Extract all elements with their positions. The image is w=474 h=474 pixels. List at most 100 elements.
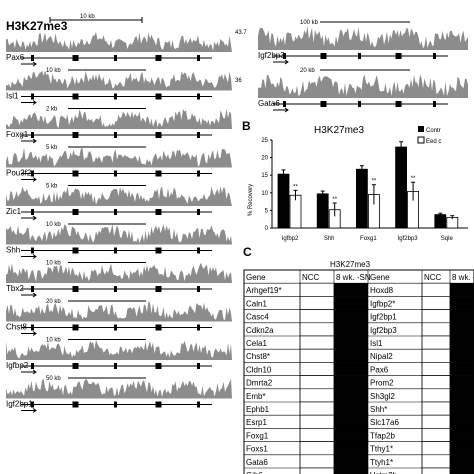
table-gene-right: Shh* [370, 405, 387, 414]
legend-swatch-eed [417, 136, 425, 144]
exon-pou3f2 [155, 170, 162, 177]
panel-b-letter: B [242, 119, 251, 133]
exon-pax6 [31, 55, 34, 61]
signal-foxg1 [6, 109, 232, 129]
sn-cell-right [450, 428, 474, 442]
x-tick-label: Shh [324, 236, 335, 242]
sn-cell-right [450, 415, 474, 429]
ncc-cell-right [421, 454, 451, 469]
strand-arrow-foxg1 [21, 138, 37, 144]
exon-pou3f2 [114, 170, 117, 177]
exon-pou3f2 [72, 170, 79, 177]
exon-foxg1 [155, 132, 162, 138]
exon-igfbp2 [31, 363, 34, 369]
signal-shh [6, 224, 232, 245]
ncc-cell-left [299, 282, 335, 297]
gene-label-chst8: Chst8 [6, 323, 27, 332]
signal-pou3f2 [6, 147, 232, 168]
gene-label-isl1: Isl1 [6, 92, 19, 101]
sn-cell-left [334, 362, 368, 376]
exon-igf2bp3 [283, 53, 286, 59]
exon-igf2bp1 [155, 401, 162, 408]
sn-cell-left [334, 283, 368, 297]
ncc-cell-left [299, 335, 335, 350]
sn-cell-right [450, 441, 474, 455]
signal-zic1 [6, 186, 232, 206]
scale-label-tbx2: 20 kb [46, 299, 61, 305]
table-gene-left: Cela1 [246, 339, 267, 348]
strand-arrow-isl1 [21, 100, 37, 105]
exon-shh [31, 247, 34, 254]
strand-arrow-igfbp2 [21, 369, 37, 375]
signal-igf2bp1 [6, 378, 232, 399]
sn-cell-left [334, 322, 368, 336]
exon-igf2bp3 [395, 53, 402, 59]
ncc-cell-left [299, 428, 335, 442]
ncc-cell-right [421, 401, 451, 416]
exon-tbx2 [114, 286, 117, 292]
sn-cell-right [450, 375, 474, 389]
exon-igf2bp1 [72, 401, 79, 408]
table-gene-left: Ephb1 [246, 405, 270, 414]
exon-foxg1 [31, 132, 34, 138]
table-gene-right: Sh3gl2 [370, 392, 395, 401]
table-gene-left: Cdkn2a [246, 326, 274, 335]
exon-pou3f2 [197, 170, 200, 177]
strand-arrow-shh [21, 254, 37, 259]
ncc-cell-left [299, 467, 335, 474]
exon-isl1 [155, 93, 162, 100]
exon-chst8 [155, 324, 162, 331]
table-gene-right: Pax6 [370, 365, 389, 374]
x-tick-label: Igf2bp3 [398, 236, 419, 242]
bar-contr-igf2bp3 [395, 146, 408, 229]
exon-igfbp2 [155, 363, 162, 369]
significance-mark: ** [293, 184, 298, 190]
exon-zic1 [72, 209, 79, 215]
strand-arrow-zic1 [21, 215, 37, 221]
sn-cell-left [334, 309, 368, 323]
table-gene-right: Isl1 [370, 339, 383, 348]
exon-zic1 [155, 209, 162, 215]
table-gene-right: Slc17a6 [370, 418, 399, 427]
exon-isl1 [114, 93, 117, 100]
gene-label-shh: Shh [6, 246, 20, 255]
strand-arrow-pou3f2 [21, 177, 37, 182]
ncc-cell-left [299, 309, 335, 324]
ncc-cell-left [299, 414, 335, 429]
ncc-cell-right [421, 467, 451, 474]
scale-label-isl1: 2 kb [46, 107, 58, 113]
ncc-cell-left [299, 348, 335, 363]
table-gene-right: Prom2 [370, 379, 394, 388]
table-gene-right: Nipal2 [370, 352, 393, 361]
table-gene-right: Igf2bp3 [370, 326, 397, 335]
exon-tbx2 [155, 286, 162, 292]
gene-label-pax6: Pax6 [6, 53, 25, 62]
strand-arrow-igf2bp3 [273, 59, 289, 65]
legend-label-eed: Eed c [426, 139, 441, 145]
track-max-gata6: 36 [235, 78, 242, 84]
exon-zic1 [31, 209, 34, 215]
exon-igfbp2 [72, 363, 79, 369]
exon-igf2bp3 [358, 53, 361, 59]
strand-arrow-gata6 [273, 107, 289, 113]
exon-foxg1 [114, 132, 117, 138]
ncc-cell-left [299, 362, 335, 376]
bar-chart: 0 5 10 15 20 25 ** Igfbp2 ** Shh ** Foxg1 ** Igf2bp3 S… [261, 138, 468, 242]
table-gene-left: Esrp1 [246, 418, 267, 427]
sn-cell-right [450, 362, 474, 376]
gene-label-pou3f2: Pou3f2 [6, 169, 32, 178]
exon-pax6 [72, 55, 79, 61]
scale-label-gata6: 20 kb [300, 68, 315, 74]
scale-label-zic1: 10 kb [46, 222, 61, 228]
genome-tracks-right: 43.7 100 kb Igf2bp3 36 20 kb Gata6 [235, 20, 468, 113]
table-header-left: Gene [246, 273, 266, 282]
exon-pax6 [155, 55, 162, 61]
sn-cell-right [450, 454, 474, 468]
exon-isl1 [197, 93, 200, 100]
scale-label-pou3f2: 5 kb [46, 184, 58, 190]
bar-contr-foxg1 [355, 168, 368, 229]
ncc-cell-right [421, 414, 451, 429]
exon-shh [72, 247, 79, 254]
sn-cell-left [334, 402, 368, 416]
exon-isl1 [31, 93, 34, 100]
